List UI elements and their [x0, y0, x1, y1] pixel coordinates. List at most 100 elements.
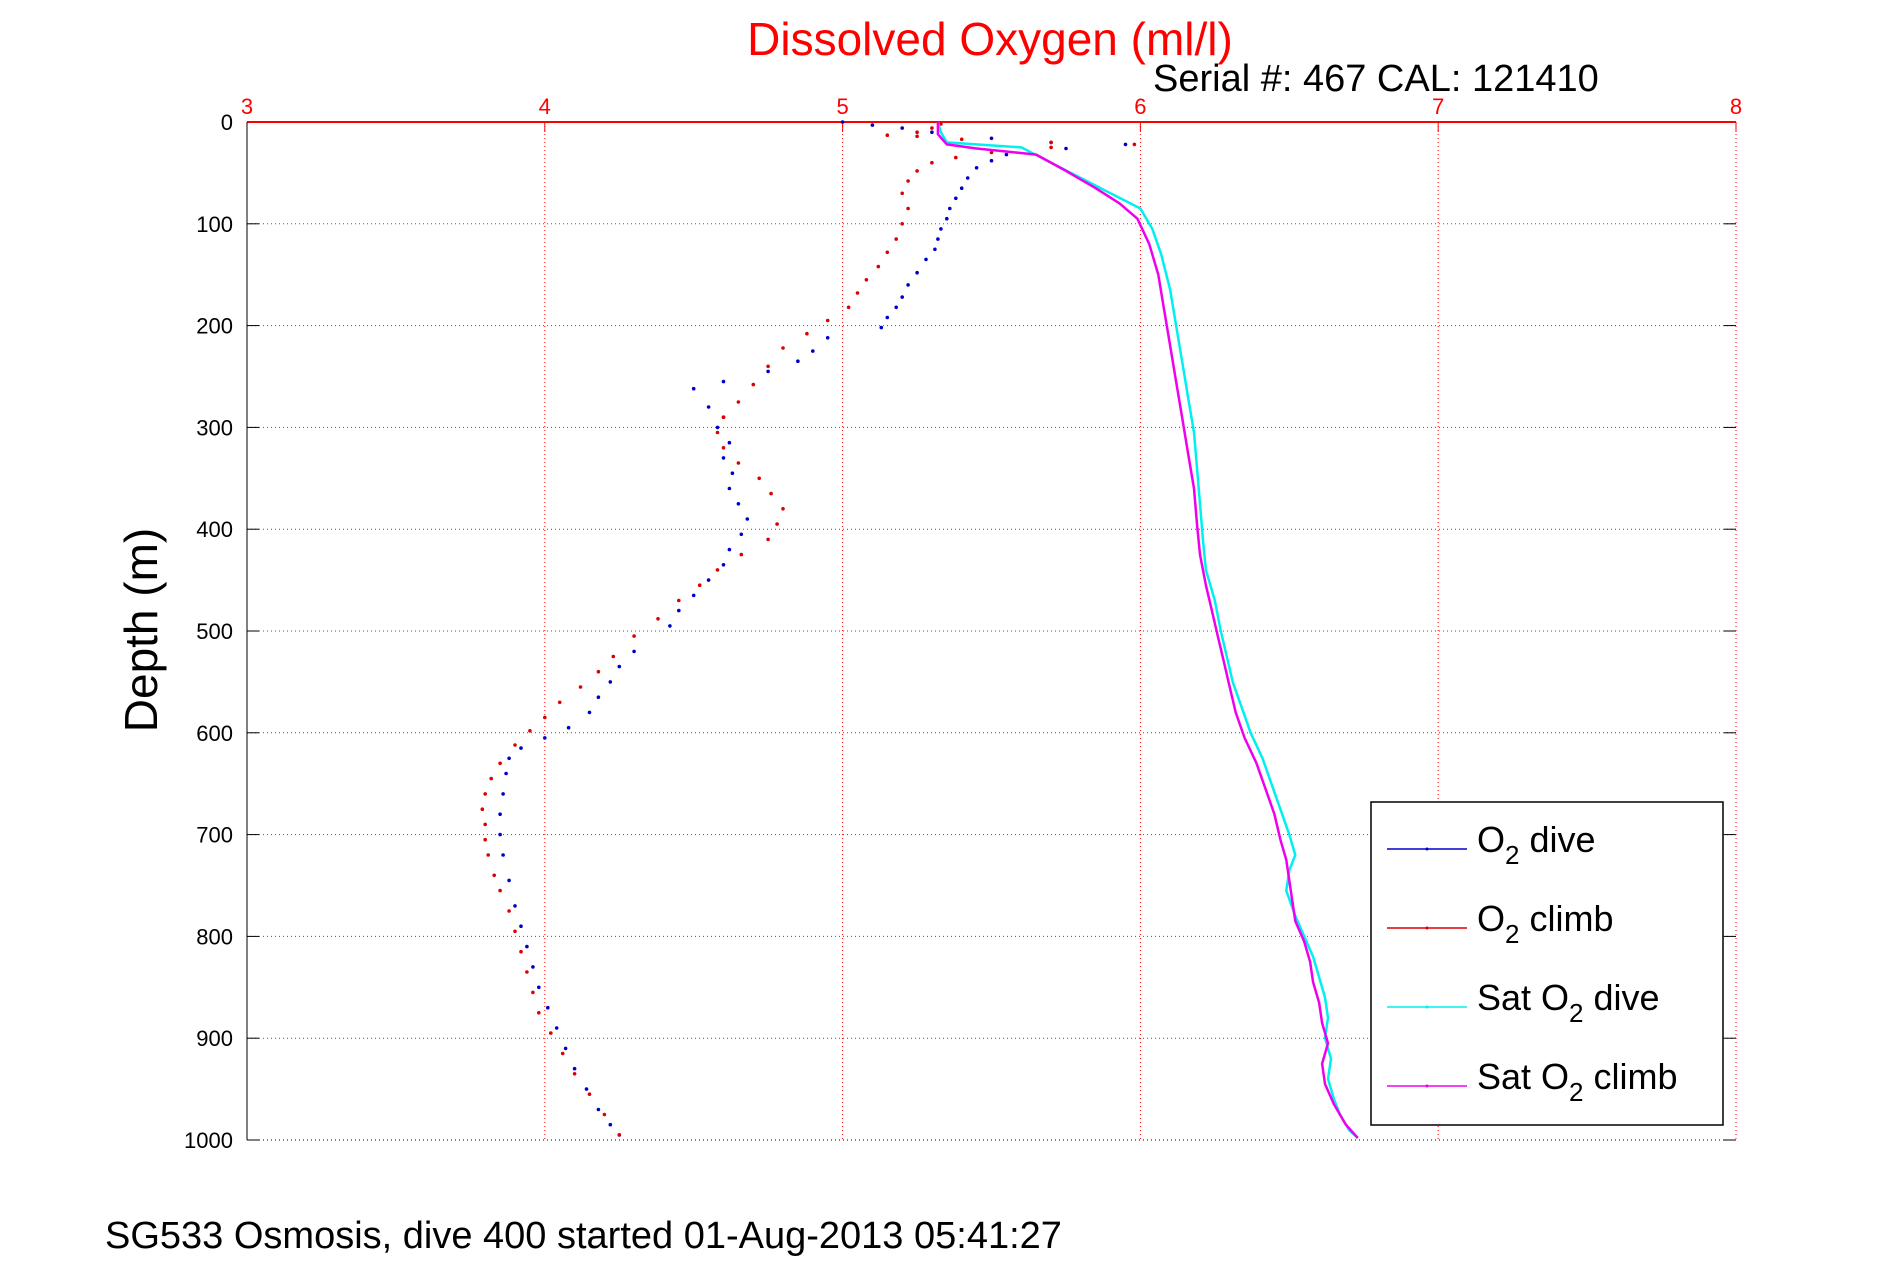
data-point [840, 120, 845, 124]
legend-marker [1425, 1084, 1429, 1088]
data-point [528, 729, 532, 733]
data-point [525, 970, 529, 974]
data-point [617, 1133, 622, 1137]
y-axis-label: Depth (m) [115, 528, 167, 732]
data-point [894, 237, 898, 241]
data-point [697, 583, 702, 587]
data-point [1049, 145, 1053, 150]
y-tick-label: 700 [196, 823, 233, 848]
legend-marker [1425, 847, 1429, 851]
data-point [513, 904, 517, 908]
data-point [498, 761, 502, 766]
data-point [587, 1092, 592, 1096]
data-point [549, 1031, 553, 1035]
data-point [727, 486, 732, 491]
data-point [906, 283, 910, 287]
data-point [602, 1112, 607, 1117]
data-point [825, 336, 830, 340]
data-point [989, 150, 994, 155]
data-point [706, 405, 711, 409]
data-point [668, 624, 672, 628]
data-point [513, 743, 517, 747]
y-tick-label: 500 [196, 619, 233, 644]
data-point [513, 929, 517, 934]
data-point [560, 1051, 565, 1056]
data-point [498, 812, 502, 816]
series-2 [936, 121, 1359, 1139]
legend-label: Sat O2 climb [1477, 1056, 1678, 1107]
data-point [766, 364, 770, 369]
x-tick-label: 8 [1730, 94, 1742, 119]
y-tick-label: 600 [196, 721, 233, 746]
data-point [483, 792, 488, 796]
data-point [483, 822, 488, 827]
data-point [486, 853, 491, 857]
data-point [543, 736, 547, 740]
data-point [504, 771, 508, 776]
y-tick-label: 400 [196, 517, 233, 542]
data-point [811, 349, 815, 353]
data-point [766, 369, 770, 374]
data-point [578, 685, 583, 689]
data-point [519, 949, 523, 954]
series-line [936, 122, 1359, 1139]
y-tick-label: 900 [196, 1026, 233, 1051]
data-point [519, 746, 523, 750]
data-point [584, 1087, 589, 1091]
data-point [825, 318, 830, 323]
data-point [572, 1072, 577, 1076]
data-point [1064, 146, 1068, 151]
series-3 [936, 122, 1359, 1139]
data-point [870, 123, 875, 127]
data-point [507, 909, 511, 913]
data-point [596, 695, 601, 699]
data-point [864, 278, 869, 282]
series-line [936, 121, 1359, 1139]
data-point [531, 965, 535, 969]
data-point [483, 837, 488, 842]
data-point [900, 295, 904, 299]
data-point [915, 270, 919, 275]
data-point [885, 133, 890, 137]
axes: 0 100 200 300 400 500 600 700 800 900 1000 3 4 5 6 7 8 [184, 94, 1742, 1153]
data-point [531, 990, 535, 995]
data-point [900, 222, 904, 226]
data-point [915, 134, 919, 139]
data-point [507, 756, 511, 761]
data-point [721, 415, 726, 420]
data-point [930, 126, 934, 130]
data-point [924, 257, 928, 262]
data-point [736, 461, 741, 465]
data-point [608, 1122, 613, 1127]
data-point [730, 471, 735, 476]
data-point [546, 1005, 550, 1010]
x-tick-label: 5 [836, 94, 848, 119]
data-point [915, 169, 919, 173]
data-point [751, 382, 756, 387]
data-point [525, 944, 529, 949]
data-point [617, 664, 622, 669]
data-point [766, 537, 770, 542]
data-point [498, 832, 502, 837]
data-point [1004, 152, 1009, 157]
data-point [691, 593, 696, 598]
x-tick-label: 7 [1432, 94, 1444, 119]
data-point [900, 191, 904, 196]
data-point [855, 291, 860, 295]
data-point [954, 196, 958, 201]
data-point [945, 216, 949, 221]
legend-label: O2 climb [1477, 898, 1614, 949]
data-point [498, 888, 502, 893]
data-point [507, 878, 511, 883]
legend-marker [1425, 1005, 1429, 1009]
data-point [939, 227, 943, 231]
x-tick-label: 6 [1134, 94, 1146, 119]
y-tick-label: 300 [196, 415, 233, 440]
data-point [948, 206, 952, 211]
legend-label: Sat O2 dive [1477, 977, 1660, 1028]
data-point [915, 130, 919, 134]
data-point [608, 680, 613, 684]
data-point [739, 532, 744, 537]
data-point [885, 315, 890, 320]
legend: O2 dive O2 climb Sat O2 dive Sat O2 climb [1370, 801, 1724, 1126]
